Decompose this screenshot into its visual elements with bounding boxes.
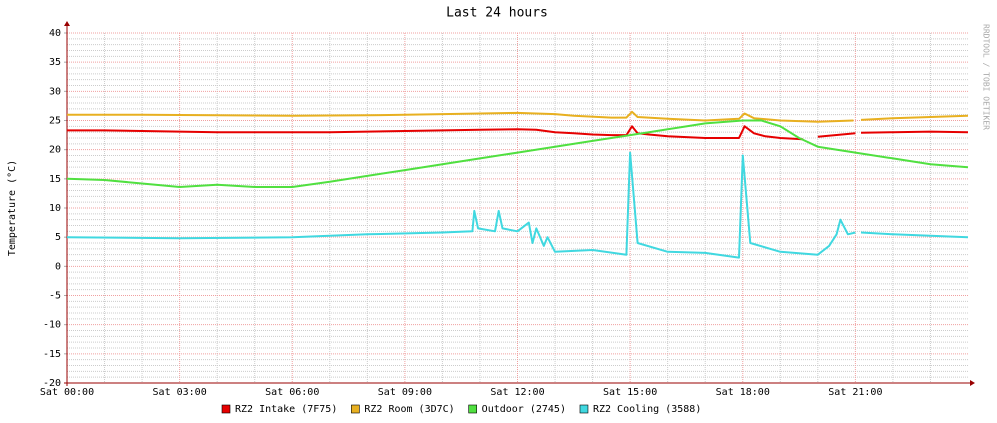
legend-swatch	[351, 404, 360, 414]
y-tick-label: 35	[49, 57, 61, 68]
series-line	[67, 125, 969, 141]
legend-swatch	[579, 404, 589, 414]
x-tick-label: Sat 03:00	[153, 387, 207, 398]
y-tick-label: -5	[49, 291, 61, 302]
series-line	[66, 119, 969, 188]
legend-label: Outdoor (2745)	[482, 404, 566, 415]
y-axis-arrow	[64, 21, 70, 26]
x-tick-label: Sat 12:00	[490, 387, 544, 398]
x-tick-label: Sat 00:00	[40, 387, 94, 398]
x-tick-label: Sat 15:00	[603, 387, 657, 398]
y-tick-label: 10	[49, 203, 61, 214]
chart-title: Last 24 hours	[446, 6, 548, 21]
x-tick-label: Sat 09:00	[378, 387, 432, 398]
y-tick-label: -10	[43, 320, 61, 331]
legend-swatch	[221, 404, 231, 414]
legend-label: RZ2 Intake (7F75)	[235, 404, 337, 415]
x-tick-label: Sat 21:00	[828, 387, 882, 398]
legend-label: RZ2 Cooling (3588)	[593, 404, 701, 415]
y-tick-label: 15	[49, 174, 61, 185]
x-axis-arrow	[970, 380, 975, 386]
legend-swatch	[468, 404, 477, 414]
y-tick-label: 0	[55, 261, 61, 272]
y-tick-label: 20	[49, 145, 61, 156]
legend-label: RZ2 Room (3D7C)	[364, 404, 454, 415]
y-tick-label: -20	[43, 378, 61, 389]
y-tick-label: 5	[55, 232, 61, 243]
y-tick-label: 40	[49, 28, 61, 39]
series-line	[67, 110, 969, 123]
watermark: RRDTOOL / TOBI OETIKER	[982, 24, 991, 130]
y-tick-label: 25	[49, 116, 61, 127]
x-tick-label: Sat 06:00	[265, 387, 319, 398]
y-tick-label: -15	[43, 349, 61, 360]
series-line	[66, 151, 969, 259]
y-tick-label: 30	[49, 86, 61, 97]
x-tick-label: Sat 18:00	[716, 387, 770, 398]
y-axis-label: Temperature (°C)	[7, 160, 18, 256]
